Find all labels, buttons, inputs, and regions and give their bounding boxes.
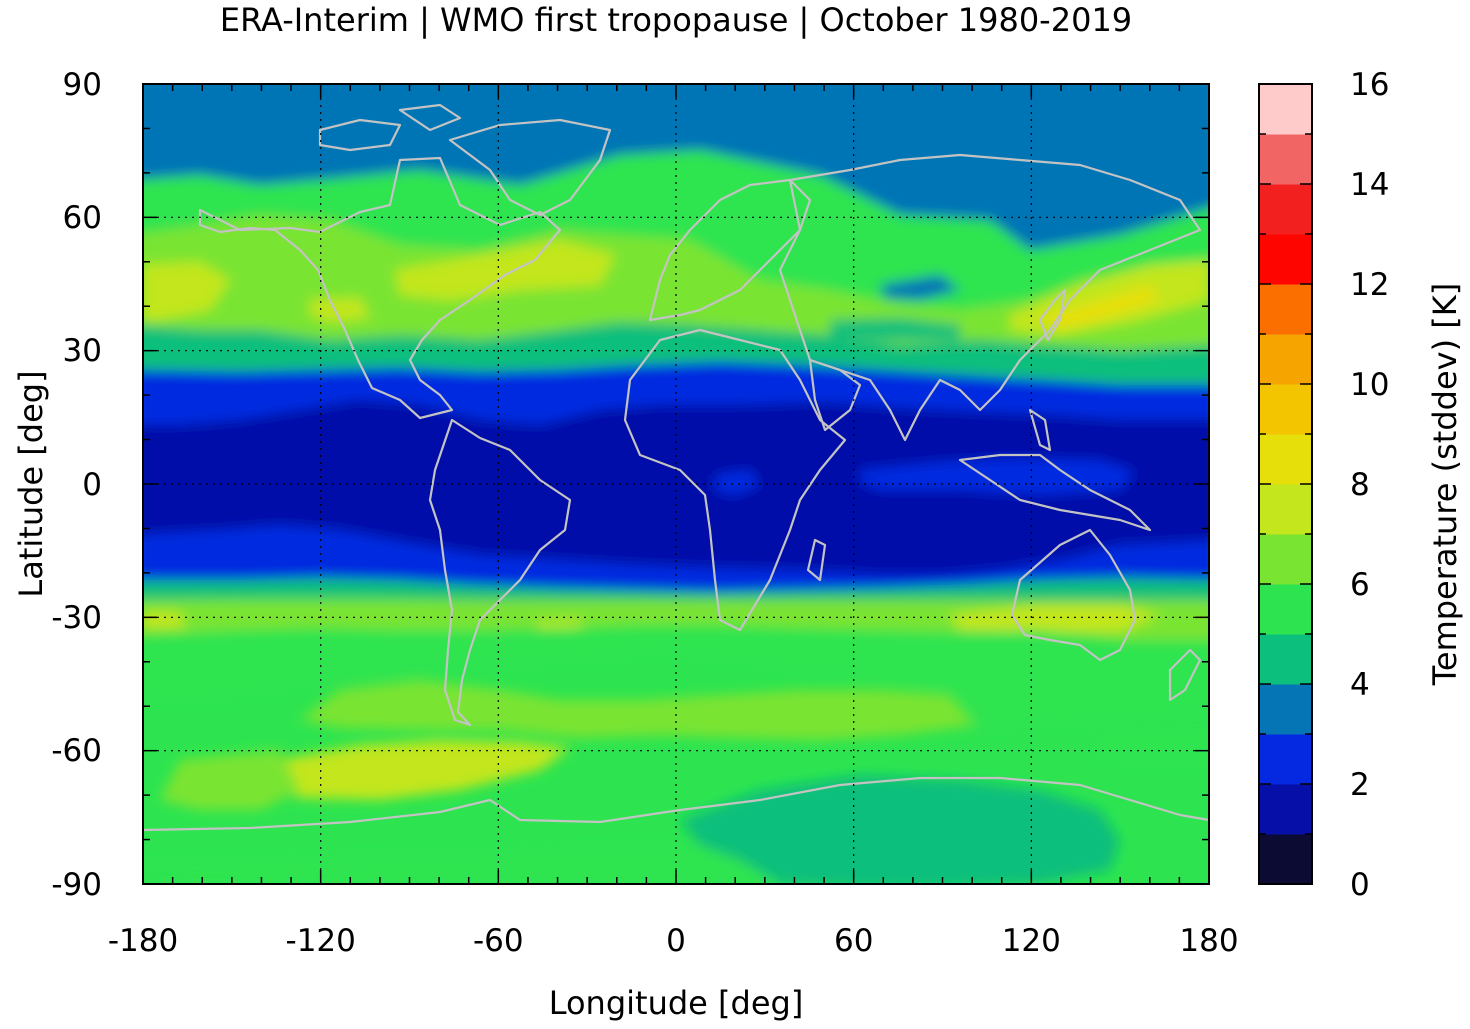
field-region (143, 400, 1209, 575)
colorbar-tick-label: 6 (1350, 567, 1370, 603)
heatmap-field (143, 84, 1209, 884)
colorbar-block (1259, 784, 1312, 835)
field-region (880, 275, 960, 300)
y-tick-labels: 90 60 30 0 -30 -60 -90 (51, 67, 102, 903)
colorbar-tick-label: 12 (1350, 267, 1389, 303)
colorbar-block (1259, 534, 1312, 585)
coastline-new-zealand (1168, 648, 1202, 702)
field-region (310, 298, 370, 322)
x-tick-label: 180 (1179, 923, 1238, 959)
colorbar-tick-label: 10 (1350, 367, 1389, 403)
colorbar-tick-labels: 0 2 4 6 8 10 12 14 16 (1350, 67, 1389, 903)
coastlines (143, 103, 1209, 832)
field-region (143, 578, 1209, 605)
field-region (143, 150, 1209, 310)
colorbar-block (1259, 434, 1312, 485)
coastline-greenland (448, 118, 612, 217)
colorbar-tick-label: 2 (1350, 767, 1370, 803)
field-region (860, 458, 1135, 495)
coastline-madagascar (806, 538, 827, 582)
y-tick-label: 30 (63, 333, 102, 369)
x-tick-label: 60 (834, 923, 873, 959)
colorbar-tick-label: 14 (1350, 167, 1389, 203)
colorbar-block (1259, 684, 1312, 735)
axis-ticks (142, 83, 1210, 885)
y-tick-label: 90 (63, 67, 102, 103)
x-tick-label: 120 (1002, 923, 1061, 959)
x-tick-label: -120 (286, 923, 356, 959)
colorbar-tick-label: 8 (1350, 467, 1370, 503)
coastline-philippines (1028, 408, 1052, 452)
colorbar-block (1259, 184, 1312, 235)
coastline-africa (623, 328, 847, 632)
colorbar-label: Temperature (stddev) [K] (1426, 283, 1464, 686)
field-region (143, 625, 1209, 728)
y-tick-label: -30 (51, 600, 102, 636)
field-region (143, 845, 780, 884)
field-region (143, 262, 230, 320)
field-region (143, 612, 185, 628)
field-region (1040, 285, 1160, 330)
y-axis-label: Latitude [deg] (12, 370, 50, 597)
field-region (395, 240, 615, 300)
field-region (950, 605, 1160, 632)
field-region (143, 525, 1209, 592)
field-region (680, 775, 1120, 884)
coastline-japan (1038, 288, 1067, 342)
field-region (143, 215, 1209, 350)
colorbar-block (1259, 584, 1312, 635)
colorbar-block (1259, 134, 1312, 185)
colorbar-tick-label: 0 (1350, 867, 1370, 903)
x-tick-label: -60 (473, 923, 524, 959)
y-tick-label: 0 (82, 467, 102, 503)
grid (143, 84, 1209, 884)
colorbar-block (1259, 284, 1312, 335)
colorbar-tick-label: 4 (1350, 667, 1370, 703)
colorbar-block (1259, 834, 1312, 885)
y-tick-label: 60 (63, 200, 102, 236)
y-tick-label: -90 (51, 867, 102, 903)
coastline-asia (778, 153, 1202, 442)
colorbar-block (1259, 334, 1312, 385)
coastline-antarctica (143, 776, 1209, 832)
field-region (715, 470, 760, 495)
colorbar-block (1259, 734, 1312, 785)
x-axis-label: Longitude [deg] (549, 984, 804, 1022)
colorbar-tick-label: 16 (1350, 67, 1389, 103)
field-region (270, 740, 570, 800)
field-region (143, 322, 1209, 385)
coastline-australia (1010, 528, 1137, 662)
field-region (830, 318, 960, 340)
colorbar: 0 2 4 6 8 10 12 14 16 Temperature (stdde… (1258, 67, 1464, 903)
chart-title: ERA-Interim | WMO first tropopause | Oct… (220, 1, 1132, 39)
coastline-indonesia (958, 453, 1152, 532)
field-region (1100, 730, 1209, 762)
field-region (160, 750, 300, 810)
coastline-europe (648, 178, 812, 322)
x-tick-label: 0 (666, 923, 686, 959)
field-region (143, 84, 1209, 250)
colorbar-block (1259, 634, 1312, 685)
colorbar-block (1259, 84, 1312, 135)
coastline-arabia (808, 358, 862, 432)
colorbar-block (1259, 384, 1312, 435)
x-tick-labels: -180 -120 -60 0 60 120 180 (108, 923, 1239, 959)
y-tick-label: -60 (51, 733, 102, 769)
coastline-south-america (428, 418, 572, 727)
colorbar-block (1259, 484, 1312, 535)
coastline-north-america (198, 156, 562, 420)
colorbar-block (1259, 234, 1312, 285)
x-tick-label: -180 (108, 923, 178, 959)
coastline-arctic-islands (318, 103, 462, 152)
